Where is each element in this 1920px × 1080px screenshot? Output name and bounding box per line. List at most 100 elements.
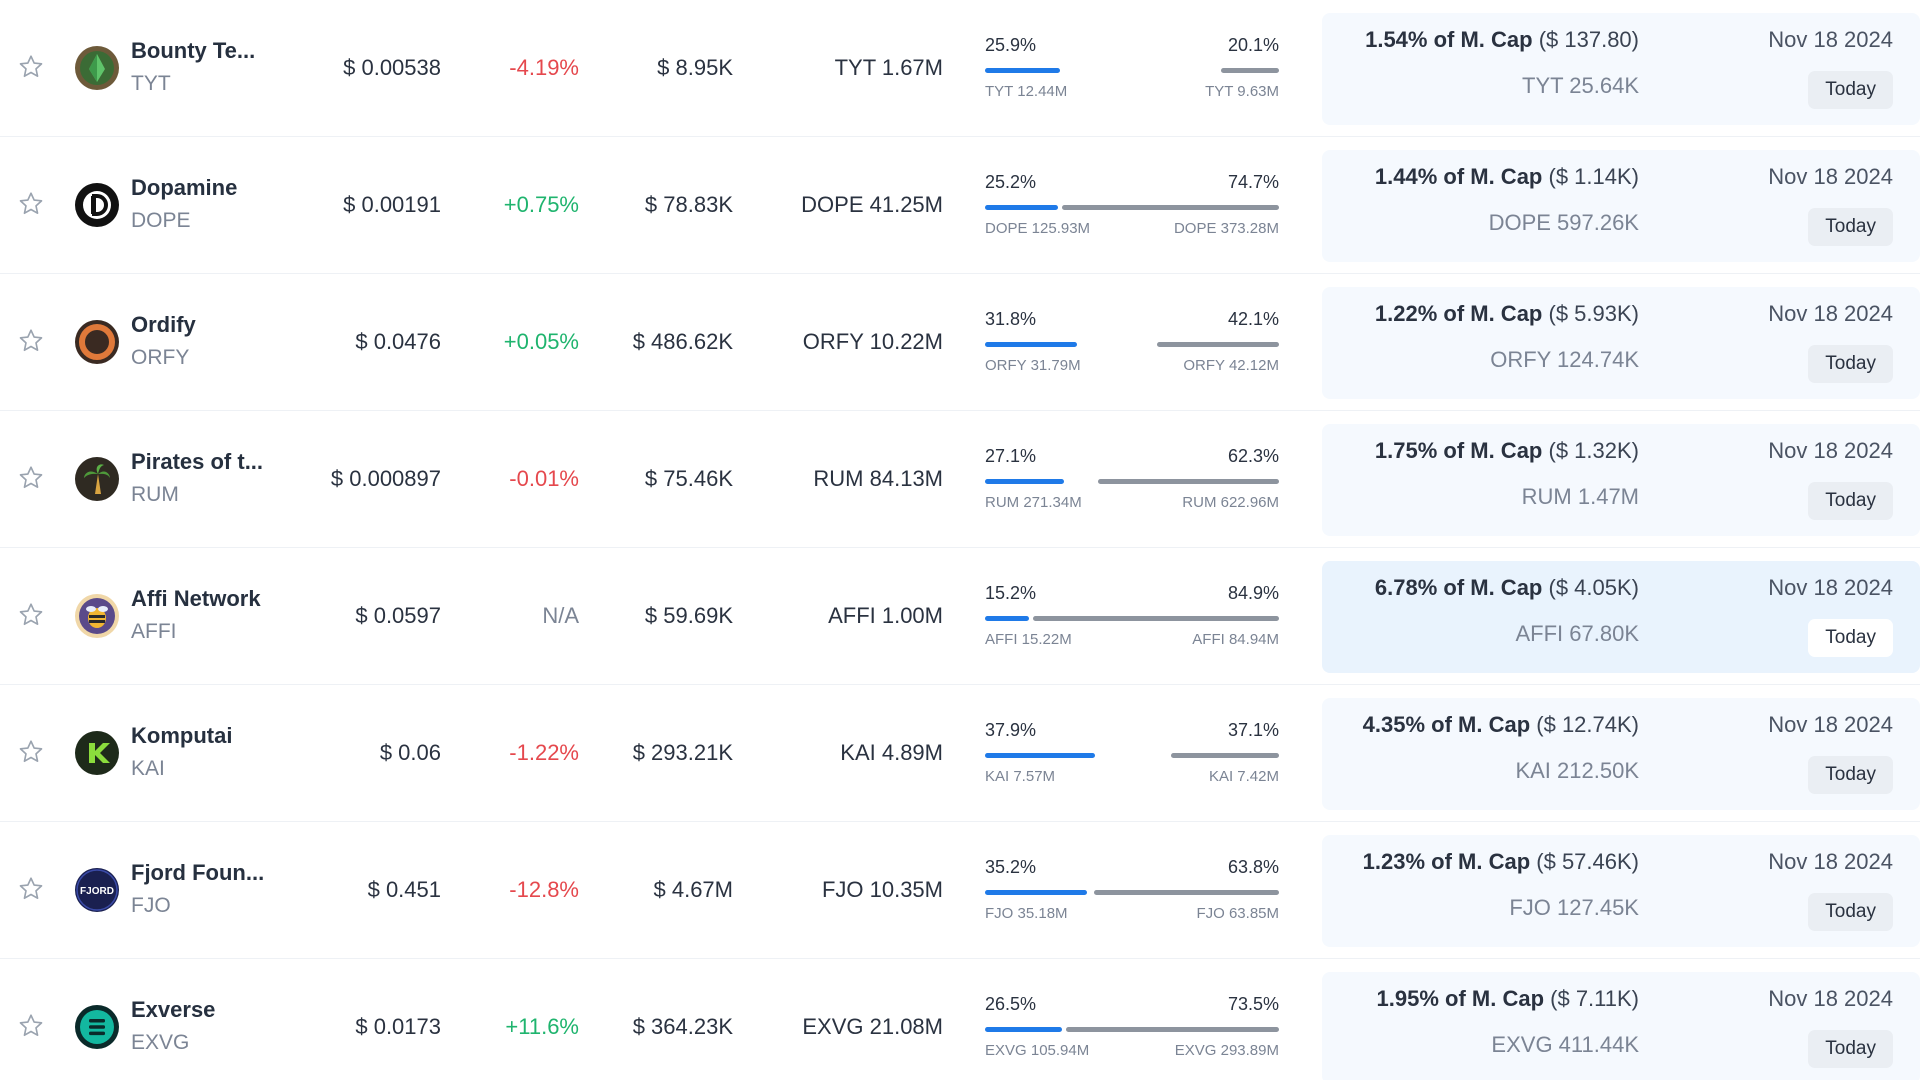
volume-24h: $ 75.46K [644,466,733,491]
next-unlock-card[interactable]: 1.22% of M. Cap ($ 5.93K) ORFY 124.74K N… [1322,287,1920,399]
circulating-supply: ORFY 10.22M [802,329,943,354]
unlocked-amount: FJO 35.18M [985,905,1068,922]
unlock-token-amount: TYT 25.64K [1522,73,1639,98]
unlock-percent-label: 1.22% of M. Cap [1374,301,1543,326]
locked-percent: 74.7% [1227,172,1279,192]
locked-percent: 37.1% [1227,720,1279,740]
locked-percent: 84.9% [1227,583,1279,603]
price-change-24h: N/A [542,603,579,628]
unlock-percent-label: 1.75% of M. Cap [1374,438,1543,463]
next-unlock-card[interactable]: 6.78% of M. Cap ($ 4.05K) AFFI 67.80K No… [1322,561,1920,673]
token-symbol: RUM [131,483,179,506]
unlock-usd-value: ($ 12.74K) [1536,712,1639,737]
unlock-countdown-badge: Today [1808,71,1893,109]
token-price: $ 0.00538 [343,55,441,80]
price-change-24h: -4.19% [509,55,579,80]
favorite-star-icon[interactable] [16,1011,46,1041]
price-change-24h: +11.6% [505,1014,579,1039]
favorite-star-icon[interactable] [16,463,46,493]
token-name[interactable]: Komputai [131,723,233,748]
token-row[interactable]: Affi Network AFFI $ 0.0597 N/A $ 59.69K … [0,548,1920,685]
token-name[interactable]: Pirates of t... [131,449,264,474]
volume-24h: $ 364.23K [632,1014,733,1039]
unlock-market-cap-share: 1.44% of M. Cap ($ 1.14K) [1375,164,1639,190]
locked-amount: FJO 63.85M [1196,905,1279,922]
token-symbol: TYT [131,72,171,95]
unlock-percent-label: 1.44% of M. Cap [1374,164,1543,189]
unlock-progress: 26.5% 73.5% EXVG 105.94M EXVG 293.89M [985,994,1279,1064]
unlock-percent-label: 1.54% of M. Cap [1365,27,1533,52]
unlock-date: Nov 18 2024 [1768,849,1893,874]
favorite-star-icon[interactable] [16,326,46,356]
unlocked-percent: 26.5% [985,994,1037,1014]
favorite-star-icon[interactable] [16,737,46,767]
next-unlock-card[interactable]: 1.44% of M. Cap ($ 1.14K) DOPE 597.26K N… [1322,150,1920,262]
token-price: $ 0.000897 [330,466,441,491]
next-unlock-card[interactable]: 1.54% of M. Cap ($ 137.80) TYT 25.64K No… [1322,13,1920,125]
unlocked-amount: ORFY 31.79M [985,357,1081,374]
locked-percent: 42.1% [1227,309,1279,329]
locked-amount: RUM 622.96M [1182,494,1279,511]
token-name[interactable]: Ordify [131,312,196,337]
token-symbol: EXVG [131,1031,190,1054]
unlock-token-amount: RUM 1.47M [1521,484,1639,509]
locked-amount: AFFI 84.94M [1192,631,1279,648]
unlocked-percent: 27.1% [985,446,1037,466]
next-unlock-card[interactable]: 1.75% of M. Cap ($ 1.32K) RUM 1.47M Nov … [1322,424,1920,536]
circulating-supply: TYT 1.67M [834,55,943,80]
next-unlock-card[interactable]: 4.35% of M. Cap ($ 12.74K) KAI 212.50K N… [1322,698,1920,810]
locked-amount: TYT 9.63M [1205,83,1279,100]
favorite-star-icon[interactable] [16,189,46,219]
unlock-date: Nov 18 2024 [1768,986,1893,1011]
token-symbol: KAI [131,757,165,780]
unlocked-bar-fill [985,479,1064,484]
locked-bar-fill [1157,342,1279,347]
unlock-usd-value: ($ 1.14K) [1548,164,1640,189]
unlocked-amount: RUM 271.34M [985,494,1082,511]
next-unlock-card[interactable]: 1.23% of M. Cap ($ 57.46K) FJO 127.45K N… [1322,835,1920,947]
price-change-24h: -12.8% [509,877,579,902]
price-change-24h: +0.05% [503,329,579,354]
unlock-usd-value: ($ 4.05K) [1548,575,1640,600]
unlock-date: Nov 18 2024 [1768,712,1893,737]
circulating-supply: EXVG 21.08M [802,1014,943,1039]
unlocked-bar-fill [985,616,1029,621]
locked-bar-fill [1094,890,1279,895]
unlock-date: Nov 18 2024 [1768,575,1893,600]
token-row[interactable]: Komputai KAI $ 0.06 -1.22% $ 293.21K KAI… [0,685,1920,822]
unlock-progress-bar [985,205,1279,210]
token-row[interactable]: Exverse EXVG $ 0.0173 +11.6% $ 364.23K E… [0,959,1920,1080]
locked-amount: ORFY 42.12M [1183,357,1279,374]
unlock-token-amount: FJO 127.45K [1509,895,1639,920]
favorite-star-icon[interactable] [16,874,46,904]
unlock-countdown-badge: Today [1808,756,1893,794]
token-row[interactable]: Pirates of t... RUM $ 0.000897 -0.01% $ … [0,411,1920,548]
unlocked-bar-fill [985,1027,1062,1032]
token-row[interactable]: Bounty Te... TYT $ 0.00538 -4.19% $ 8.95… [0,0,1920,137]
token-name[interactable]: Exverse [131,997,216,1022]
locked-bar-fill [1171,753,1279,758]
next-unlock-card[interactable]: 1.95% of M. Cap ($ 7.11K) EXVG 411.44K N… [1322,972,1920,1080]
unlock-countdown-badge: Today [1808,482,1893,520]
fjord-wordmark-icon: FJORD [74,867,120,913]
unlock-market-cap-share: 1.22% of M. Cap ($ 5.93K) [1375,301,1639,327]
volume-24h: $ 486.62K [632,329,733,354]
volume-24h: $ 78.83K [644,192,733,217]
orange-ring-icon [74,319,120,365]
unlock-countdown-badge: Today [1808,619,1893,657]
favorite-star-icon[interactable] [16,600,46,630]
price-change-24h: -0.01% [509,466,579,491]
token-name[interactable]: Fjord Foun... [131,860,265,885]
unlock-countdown-badge: Today [1808,893,1893,931]
unlock-date: Nov 18 2024 [1768,301,1893,326]
token-row[interactable]: Dopamine DOPE $ 0.00191 +0.75% $ 78.83K … [0,137,1920,274]
token-name[interactable]: Dopamine [131,175,238,200]
favorite-star-icon[interactable] [16,52,46,82]
unlock-percent-label: 1.95% of M. Cap [1376,986,1545,1011]
token-price: $ 0.0173 [355,1014,441,1039]
token-row[interactable]: Ordify ORFY $ 0.0476 +0.05% $ 486.62K OR… [0,274,1920,411]
token-name[interactable]: Affi Network [131,586,261,611]
token-name[interactable]: Bounty Te... [131,38,256,63]
token-row[interactable]: FJORD Fjord Foun... FJO $ 0.451 -12.8% $… [0,822,1920,959]
